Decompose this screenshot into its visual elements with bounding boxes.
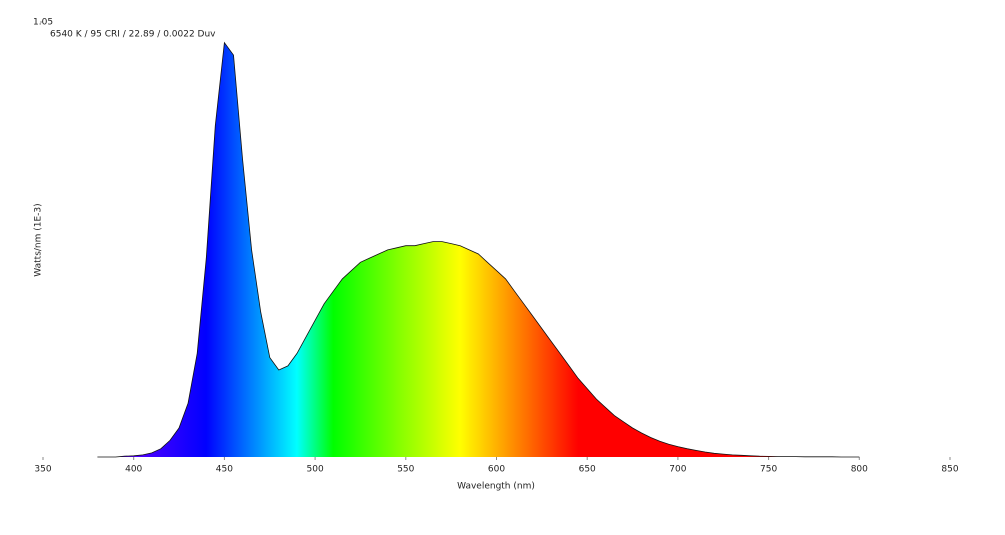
spectrum-area <box>97 42 860 457</box>
x-tick-label: 550 <box>397 465 414 475</box>
x-tick-label: 800 <box>851 465 868 475</box>
x-tick-label: 850 <box>941 465 958 475</box>
x-tick-label: 450 <box>216 465 233 475</box>
y-tick-label: 1.05 <box>33 18 53 28</box>
x-tick-label: 700 <box>669 465 686 475</box>
x-tick-label: 500 <box>307 465 324 475</box>
x-tick-label: 750 <box>760 465 777 475</box>
x-tick-label: 350 <box>34 465 51 475</box>
x-tick-label: 600 <box>488 465 505 475</box>
chart-title: 6540 K / 95 CRI / 22.89 / 0.0022 Duv <box>50 30 216 40</box>
spectrum-outline <box>97 41 860 458</box>
x-axis-label: Wavelength (nm) <box>457 482 535 492</box>
x-tick-label: 650 <box>579 465 596 475</box>
y-axis-label: Watts/nm (1E-3) <box>34 203 44 276</box>
x-tick-label: 400 <box>125 465 142 475</box>
